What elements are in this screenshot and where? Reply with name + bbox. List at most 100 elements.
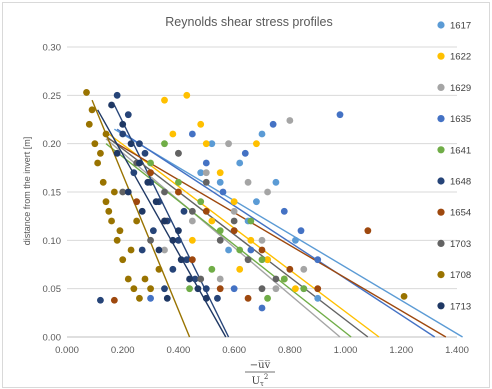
trendline-1641 [105,143,352,338]
data-point-1708 [130,285,138,293]
data-point-1708 [102,198,110,206]
legend-label-1708: 1708 [450,270,471,281]
data-point-1708 [116,227,124,235]
y-axis-title: distance from the invert [m] [22,137,32,246]
y-tick-label: 0.15 [43,188,62,199]
x-axis-title-denominator-sup: 2 [264,373,268,381]
x-tick-label: 1.400 [445,345,469,356]
x-axis-title: −u̅v̅ Uτ2 [245,360,275,387]
data-point-1617 [292,236,299,244]
data-point-1629 [264,188,271,196]
legend-label-1622: 1622 [450,52,471,63]
data-point-1629 [258,236,266,244]
data-point-1617 [197,169,205,177]
data-point-1713 [127,140,135,148]
legend-marker-1617 [437,21,445,29]
data-point-1654 [286,265,294,273]
data-point-1622 [183,91,191,99]
data-point-1641 [208,265,216,273]
data-point-1622 [230,198,238,206]
data-point-1708 [141,275,149,283]
legend-marker-1708 [437,271,445,279]
data-point-1708 [85,120,93,128]
legend-label-1617: 1617 [450,21,471,32]
data-point-1648 [97,296,104,304]
data-point-1635 [336,111,344,119]
data-point-1622 [169,130,177,138]
data-point-1648 [138,246,146,254]
data-point-1641 [197,198,205,206]
data-point-1708 [127,246,135,254]
data-point-1617 [258,130,266,138]
data-point-1648 [124,111,132,119]
data-point-1713 [136,159,143,167]
data-point-1708 [88,106,96,114]
data-point-1703 [188,207,196,215]
legend-label-1654: 1654 [450,208,471,219]
data-point-1629 [272,285,280,293]
data-point-1617 [253,198,260,206]
data-point-1703 [258,285,266,293]
data-point-1708 [133,217,141,225]
trendline-1708 [91,99,191,338]
data-point-1654 [188,256,196,264]
legend-marker-1713 [437,302,445,310]
data-point-1703 [119,188,127,196]
data-point-1708 [147,285,154,293]
legend-label-1713: 1713 [450,301,471,312]
data-point-1708 [105,207,113,215]
data-point-1629 [161,246,168,254]
data-point-1708 [102,130,110,138]
data-point-1648 [180,207,188,215]
legend-label-1629: 1629 [450,83,471,94]
data-point-1713 [163,294,171,302]
data-point-1617 [272,178,280,186]
x-tick-label: 0.600 [222,345,246,356]
data-point-1648 [169,265,177,273]
legend-label-1648: 1648 [450,177,471,188]
data-point-1617 [208,140,216,148]
data-point-1622 [216,169,224,177]
data-point-1703 [175,149,182,157]
data-point-1641 [280,275,288,283]
data-point-1648 [119,130,127,138]
data-point-1713 [177,256,185,264]
data-point-1708 [400,293,408,300]
data-point-1703 [230,217,238,225]
data-point-1641 [236,246,244,254]
data-point-1654 [175,188,182,196]
data-point-1713 [161,217,168,225]
data-point-1654 [258,246,266,254]
data-point-1622 [264,256,271,264]
data-point-1629 [216,275,224,283]
x-axis-title-denominator-base: U [252,376,260,387]
y-tick-label: 0.25 [43,91,62,102]
data-point-1635 [241,149,249,157]
data-point-1617 [314,294,322,302]
data-point-1641 [216,227,224,235]
y-tick-label: 0.05 [43,284,62,295]
data-point-1635 [280,207,288,215]
data-point-1648 [183,256,191,264]
data-point-1708 [108,217,115,225]
data-point-1703 [244,256,252,264]
data-point-1713 [124,188,132,196]
data-point-1622 [247,236,255,244]
data-point-1703 [272,275,280,283]
data-point-1654 [364,227,372,235]
x-axis-title-numerator: −u̅v̅ [250,360,271,371]
legend-label-1635: 1635 [450,114,471,125]
data-point-1654 [244,294,252,302]
legend-label-1703: 1703 [450,239,471,250]
x-tick-label: 1.000 [334,345,358,356]
data-point-1641 [258,256,266,264]
x-tick-label: 0.000 [55,345,79,356]
data-point-1648 [175,236,182,244]
legend-label-1641: 1641 [450,145,471,156]
data-point-1654 [110,296,118,304]
data-point-1635 [219,188,227,196]
legend-marker-1654 [437,208,445,216]
data-point-1713 [202,294,210,302]
data-point-1708 [110,188,118,196]
